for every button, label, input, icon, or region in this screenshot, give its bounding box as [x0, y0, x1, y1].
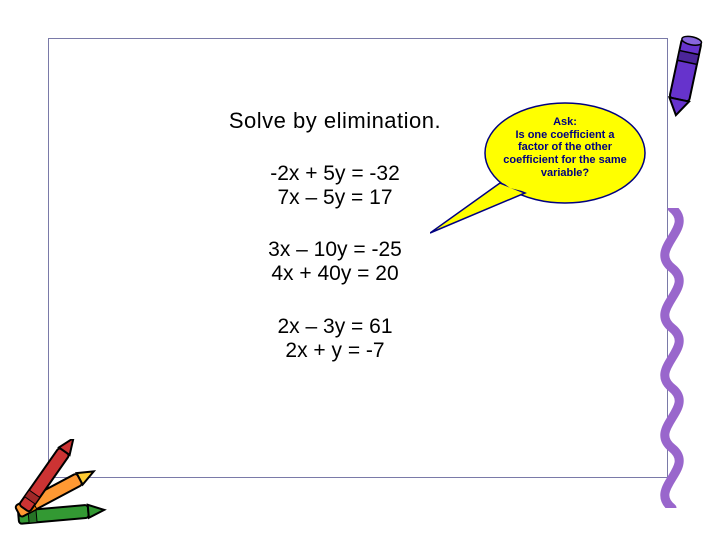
- equation-line: 2x – 3y = 61: [205, 315, 465, 339]
- equation-line: -2x + 5y = -32: [205, 162, 465, 186]
- callout-bubble: Ask: Is one coefficient a factor of the …: [470, 98, 660, 238]
- equation-group-3: 2x – 3y = 61 2x + y = -7: [205, 315, 465, 363]
- equation-line: 4x + 40y = 20: [205, 262, 465, 286]
- equation-line: 2x + y = -7: [205, 339, 465, 363]
- equation-line: 7x – 5y = 17: [205, 186, 465, 210]
- crayon-top-right-icon: [654, 32, 714, 122]
- crayon-pile-icon: [8, 439, 118, 534]
- squiggle-icon: [642, 208, 702, 508]
- equation-group-1: -2x + 5y = -32 7x – 5y = 17: [205, 162, 465, 210]
- main-content: Solve by elimination. -2x + 5y = -32 7x …: [205, 108, 465, 391]
- callout-text: Ask: Is one coefficient a factor of the …: [500, 116, 630, 179]
- slide-title: Solve by elimination.: [205, 108, 465, 134]
- equation-line: 3x – 10y = -25: [205, 238, 465, 262]
- equation-group-2: 3x – 10y = -25 4x + 40y = 20: [205, 238, 465, 286]
- callout-body: Is one coefficient a factor of the other…: [500, 129, 630, 180]
- callout-heading: Ask:: [500, 116, 630, 129]
